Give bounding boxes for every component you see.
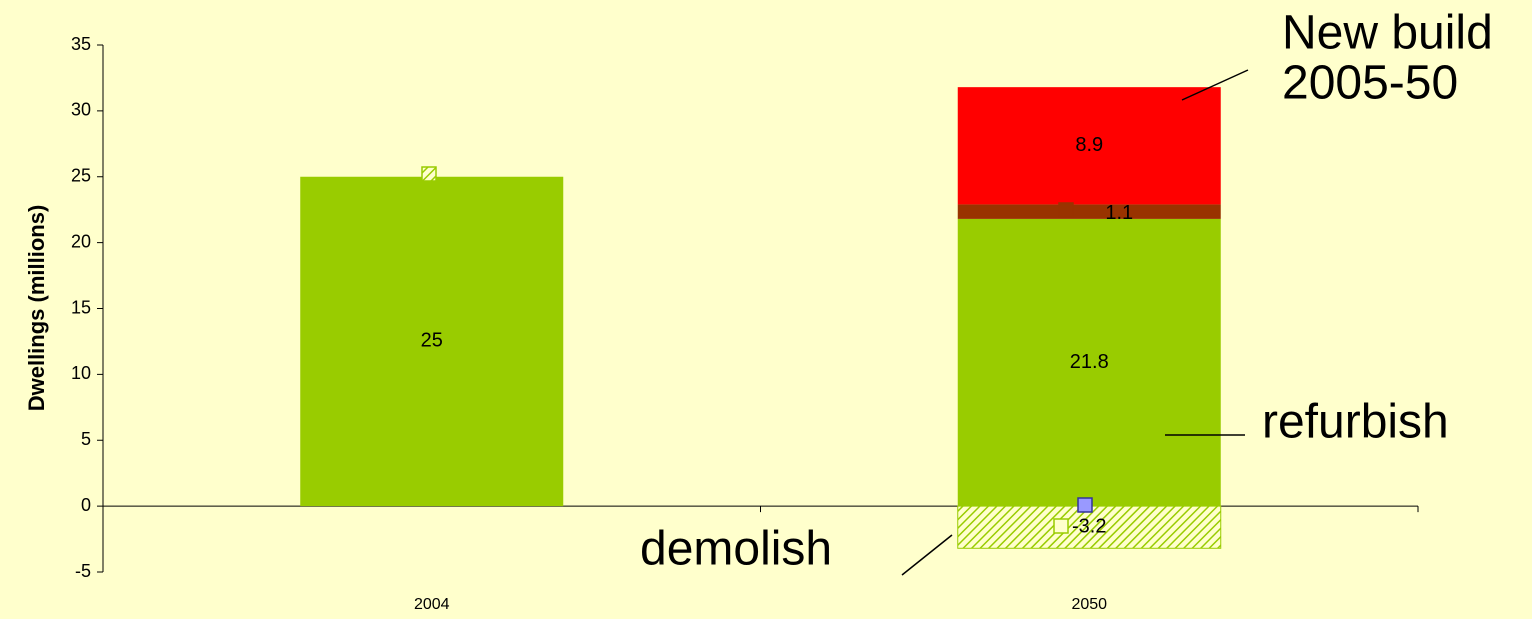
data-label: -3.2 [1072, 515, 1106, 537]
marker [421, 166, 437, 182]
bar-segment [300, 176, 564, 507]
annotation: demolish [640, 523, 832, 576]
y-tick-label: 10 [71, 363, 91, 383]
y-tick-label: -5 [75, 561, 91, 581]
bar-segment [957, 204, 1221, 219]
y-tick-label: 30 [71, 100, 91, 120]
x-tick-label: 2004 [414, 596, 450, 613]
bar-segment [957, 505, 1222, 549]
annotation: New build [1282, 7, 1493, 60]
marker [1058, 202, 1074, 218]
y-tick-label: 35 [71, 34, 91, 54]
marker [1077, 497, 1093, 513]
y-axis-label: Dwellings (millions) [24, 205, 49, 412]
bar-segment [957, 87, 1221, 205]
x-tick-label: 2050 [1071, 596, 1107, 613]
y-tick-label: 25 [71, 166, 91, 186]
annotation-line [1181, 69, 1249, 101]
data-label: 21.8 [1070, 351, 1109, 373]
annotation-line [901, 534, 953, 576]
data-label: 1.1 [1105, 202, 1133, 224]
annotation: refurbish [1262, 396, 1449, 449]
y-tick-label: 5 [81, 429, 91, 449]
bar-segment [957, 218, 1221, 507]
y-tick-label: 15 [71, 297, 91, 317]
y-tick-label: 0 [81, 495, 91, 515]
y-tick-label: 20 [71, 231, 91, 251]
data-label: 8.9 [1075, 134, 1103, 156]
data-label: 25 [421, 330, 443, 352]
marker [1053, 518, 1069, 534]
annotation: 2005-50 [1282, 57, 1458, 110]
